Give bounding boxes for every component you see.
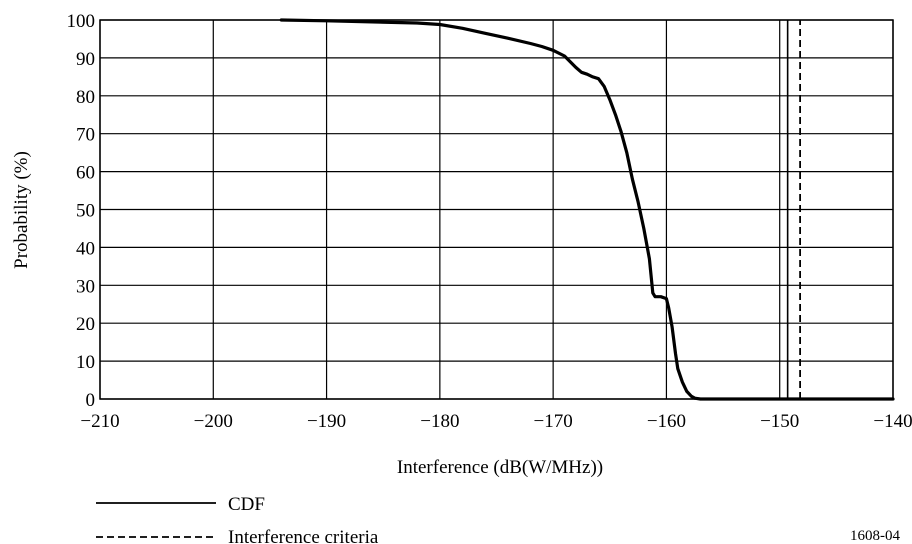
legend-label-cdf: CDF [228,494,265,515]
plot-frame [99,19,894,400]
y-tick-label: 10 [76,352,95,373]
x-tick-label: −180 [420,411,459,432]
x-tick-label: −200 [194,411,233,432]
y-axis-ticks: 0 10 20 30 40 50 60 70 80 90 100 [67,11,96,411]
y-tick-label: 60 [76,163,95,184]
y-tick-label: 100 [67,11,96,32]
y-tick-label: 50 [76,201,95,222]
x-tick-label: −170 [534,411,573,432]
x-tick-label: −160 [647,411,686,432]
y-tick-label: 80 [76,87,95,108]
x-tick-label: −150 [760,411,799,432]
legend: CDF Interference criteria [96,494,379,544]
x-tick-label: −190 [307,411,346,432]
y-tick-label: 0 [86,390,96,411]
x-tick-label: −140 [873,411,912,432]
x-axis-label: Interference (dB(W/MHz)) [397,457,603,478]
y-tick-label: 70 [76,125,95,146]
y-axis-label: Probability (%) [11,151,32,269]
figure-id: 1608-04 [850,528,900,544]
grid [99,19,894,400]
legend-label-interference-criteria: Interference criteria [228,527,379,544]
y-tick-label: 90 [76,49,95,70]
x-tick-label: −210 [80,411,119,432]
y-tick-label: 20 [76,314,95,335]
series-layer [279,18,895,401]
y-tick-label: 40 [76,238,95,259]
x-axis-ticks: −210 −200 −190 −180 −170 −160 −150 −140 [80,411,912,432]
y-tick-label: 30 [76,276,95,297]
series-line-cdf [279,18,895,401]
